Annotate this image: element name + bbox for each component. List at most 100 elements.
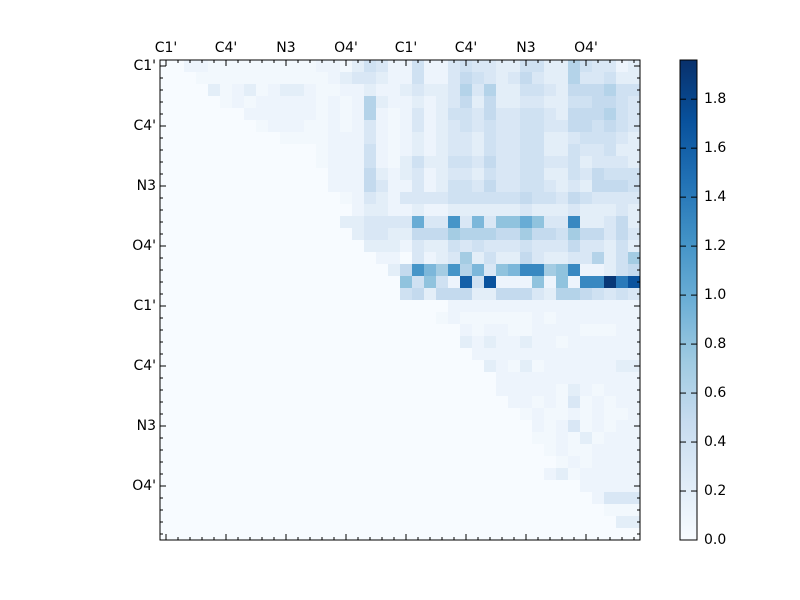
- heat-cell: [568, 360, 581, 373]
- heat-cell: [484, 252, 497, 265]
- heat-cell: [172, 264, 185, 277]
- heat-cell: [376, 420, 389, 433]
- heat-cell: [424, 420, 437, 433]
- heat-cell: [376, 528, 389, 541]
- heat-cell: [316, 120, 329, 133]
- heat-cell: [304, 384, 317, 397]
- heat-cell: [604, 528, 617, 541]
- heat-cell: [508, 348, 521, 361]
- heat-cell: [568, 408, 581, 421]
- heat-cell: [544, 396, 557, 409]
- heat-cell: [388, 264, 401, 277]
- heat-cell: [424, 144, 437, 157]
- heat-cell: [244, 132, 257, 145]
- heat-cell: [376, 468, 389, 481]
- heat-cell: [400, 120, 413, 133]
- y-tick-label: C1': [133, 58, 156, 74]
- heat-cell: [520, 408, 533, 421]
- heat-cell: [628, 528, 641, 541]
- heat-cell: [328, 384, 341, 397]
- heat-cell: [220, 372, 233, 385]
- heat-cell: [376, 492, 389, 505]
- heat-cell: [592, 516, 605, 529]
- heat-cell: [208, 432, 221, 445]
- heat-cell: [436, 444, 449, 457]
- heat-cell: [484, 432, 497, 445]
- heat-cell: [376, 348, 389, 361]
- heat-cell: [208, 408, 221, 421]
- heat-cell: [556, 60, 569, 73]
- heat-cell: [352, 216, 365, 229]
- heat-cell: [268, 204, 281, 217]
- heat-cell: [316, 312, 329, 325]
- heat-cell: [388, 312, 401, 325]
- heat-cell: [316, 504, 329, 517]
- heat-cell: [352, 504, 365, 517]
- heat-cell: [280, 492, 293, 505]
- heat-cell: [160, 108, 173, 121]
- heat-cell: [460, 216, 473, 229]
- heat-cell: [592, 360, 605, 373]
- heat-cell: [280, 96, 293, 109]
- heat-cell: [496, 168, 509, 181]
- y-tick-label: N3: [137, 418, 156, 434]
- heat-cell: [484, 108, 497, 121]
- heat-cell: [400, 504, 413, 517]
- heat-cell: [436, 372, 449, 385]
- heat-cell: [604, 84, 617, 97]
- heat-cell: [460, 348, 473, 361]
- heat-cell: [388, 156, 401, 169]
- heat-cell: [460, 288, 473, 301]
- heat-cell: [160, 504, 173, 517]
- heat-cell: [556, 528, 569, 541]
- heat-cell: [424, 264, 437, 277]
- heat-cell: [376, 300, 389, 313]
- heat-cell: [304, 444, 317, 457]
- heat-cell: [292, 168, 305, 181]
- heat-cell: [208, 72, 221, 85]
- heat-cell: [532, 312, 545, 325]
- heat-cell: [508, 492, 521, 505]
- heat-cell: [172, 420, 185, 433]
- heat-cell: [520, 108, 533, 121]
- heat-cell: [196, 528, 209, 541]
- heat-cell: [340, 84, 353, 97]
- heat-cell: [172, 72, 185, 85]
- heat-cell: [544, 408, 557, 421]
- heat-cell: [280, 252, 293, 265]
- heat-cell: [436, 144, 449, 157]
- heat-cell: [220, 480, 233, 493]
- heat-cell: [160, 312, 173, 325]
- heat-cell: [304, 204, 317, 217]
- heat-cell: [208, 348, 221, 361]
- heat-cell: [580, 360, 593, 373]
- heat-cell: [592, 300, 605, 313]
- heat-cell: [196, 288, 209, 301]
- heat-cell: [412, 504, 425, 517]
- heat-cell: [340, 288, 353, 301]
- heat-cell: [448, 300, 461, 313]
- heat-cell: [568, 264, 581, 277]
- heat-cell: [268, 240, 281, 253]
- heat-cell: [160, 180, 173, 193]
- colorbar-tick-label: 0.2: [704, 483, 726, 499]
- heat-cell: [400, 492, 413, 505]
- heat-cell: [436, 132, 449, 145]
- heat-cell: [400, 336, 413, 349]
- heat-cell: [256, 468, 269, 481]
- heat-cell: [352, 456, 365, 469]
- heat-cell: [556, 288, 569, 301]
- heat-cell: [532, 396, 545, 409]
- heat-cell: [616, 156, 629, 169]
- heat-cell: [484, 288, 497, 301]
- heat-cell: [472, 156, 485, 169]
- heat-cell: [280, 240, 293, 253]
- heat-cell: [472, 216, 485, 229]
- heat-cell: [460, 192, 473, 205]
- heat-cell: [532, 180, 545, 193]
- heat-cell: [544, 60, 557, 73]
- heat-cell: [292, 336, 305, 349]
- heat-cell: [220, 384, 233, 397]
- heat-cell: [616, 444, 629, 457]
- heat-cell: [532, 108, 545, 121]
